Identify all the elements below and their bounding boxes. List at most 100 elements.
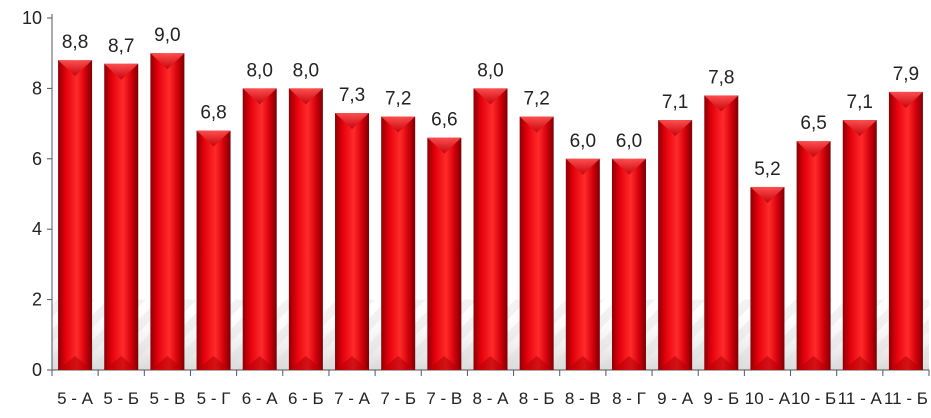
bar-cap	[519, 116, 554, 133]
bar-base	[658, 356, 693, 370]
x-category-label: 8 - А	[473, 389, 510, 408]
x-category-label: 7 - А	[334, 389, 371, 408]
bar-body	[888, 91, 923, 371]
bar	[888, 91, 923, 371]
x-category-label: 8 - Г	[612, 389, 646, 408]
x-category-label: 6 - А	[242, 389, 279, 408]
bars	[58, 53, 923, 371]
bar-base	[196, 356, 231, 370]
bar	[658, 120, 693, 370]
bar-body	[750, 186, 785, 370]
bar-cap	[796, 141, 831, 158]
bar-body	[242, 88, 277, 371]
bar-base	[704, 356, 739, 370]
bar-cap	[611, 158, 646, 175]
data-label: 7,1	[847, 92, 873, 113]
bar-body	[611, 158, 646, 370]
bar-base	[842, 356, 877, 370]
y-tick-label: 0	[32, 360, 42, 380]
bar-body	[335, 113, 370, 370]
data-label: 7,2	[523, 89, 549, 110]
bar	[473, 88, 508, 371]
bar	[796, 141, 831, 370]
x-category-label: 9 - Б	[703, 389, 739, 408]
x-category-label: 7 - Б	[380, 389, 416, 408]
bar	[335, 113, 370, 370]
bar-base	[519, 356, 554, 370]
bar-base	[335, 356, 370, 370]
bar-body	[473, 88, 508, 371]
data-label: 7,9	[893, 64, 919, 85]
bar-body	[104, 63, 139, 370]
bar-base	[150, 356, 185, 370]
bar-cap	[104, 63, 139, 80]
bar-body	[704, 95, 739, 370]
bar	[519, 116, 554, 370]
bar-base	[796, 356, 831, 370]
data-label: 7,3	[339, 85, 365, 106]
data-label: 7,8	[708, 67, 734, 88]
bar	[704, 95, 739, 370]
bar	[288, 88, 323, 371]
x-category-label: 11 - А	[838, 389, 883, 408]
bar-base	[473, 356, 508, 370]
bar-body	[842, 120, 877, 370]
y-tick-label: 8	[32, 78, 42, 98]
bar	[427, 137, 462, 370]
y-tick-label: 4	[32, 219, 42, 239]
bar-body	[381, 116, 416, 370]
bar-cap	[473, 88, 508, 105]
bar-cap	[335, 113, 370, 130]
bar-cap	[58, 60, 93, 77]
x-category-label: 10 - А	[745, 389, 791, 408]
data-label: 8,0	[293, 60, 319, 81]
y-tick-label: 10	[22, 8, 42, 28]
x-category-label: 5 - А	[57, 389, 94, 408]
bar-base	[888, 356, 923, 370]
x-category-label: 8 - Б	[519, 389, 555, 408]
y-tick-label: 6	[32, 149, 42, 169]
bar-cap	[658, 120, 693, 137]
x-category-label: 9 - А	[657, 389, 694, 408]
bar-cap	[196, 130, 231, 147]
x-category-label: 5 - Г	[197, 389, 231, 408]
bar-body	[427, 137, 462, 370]
bar	[842, 120, 877, 370]
data-label: 7,1	[662, 92, 688, 113]
bar-base	[242, 356, 277, 370]
bar-body	[58, 60, 93, 371]
bar-body	[796, 141, 831, 370]
x-category-label: 5 - В	[149, 389, 185, 408]
bar	[196, 130, 231, 370]
bar-cap	[565, 158, 600, 175]
bar-base	[750, 356, 785, 370]
bar	[565, 158, 600, 370]
data-label: 8,8	[62, 32, 88, 53]
x-category-label: 6 - Б	[288, 389, 324, 408]
bar-body	[196, 130, 231, 370]
bar-body	[519, 116, 554, 370]
bar-body	[565, 158, 600, 370]
bar-base	[381, 356, 416, 370]
data-label: 6,5	[800, 113, 826, 134]
bar-cap	[150, 53, 185, 70]
bar-cap	[288, 88, 323, 105]
bar-base	[288, 356, 323, 370]
bar-body	[658, 120, 693, 370]
bar-cap	[427, 137, 462, 154]
data-label: 7,2	[385, 89, 411, 110]
data-label: 6,6	[431, 110, 457, 131]
bar-base	[427, 356, 462, 370]
x-category-label: 10 - Б	[791, 389, 836, 408]
data-label: 6,0	[570, 131, 596, 152]
x-category-label: 8 - В	[565, 389, 601, 408]
bar-cap	[888, 91, 923, 108]
bar-base	[58, 356, 93, 370]
bar-cap	[842, 120, 877, 137]
bar	[242, 88, 277, 371]
y-tick-label: 2	[32, 290, 42, 310]
data-label: 8,0	[246, 60, 272, 81]
bar-base	[565, 356, 600, 370]
